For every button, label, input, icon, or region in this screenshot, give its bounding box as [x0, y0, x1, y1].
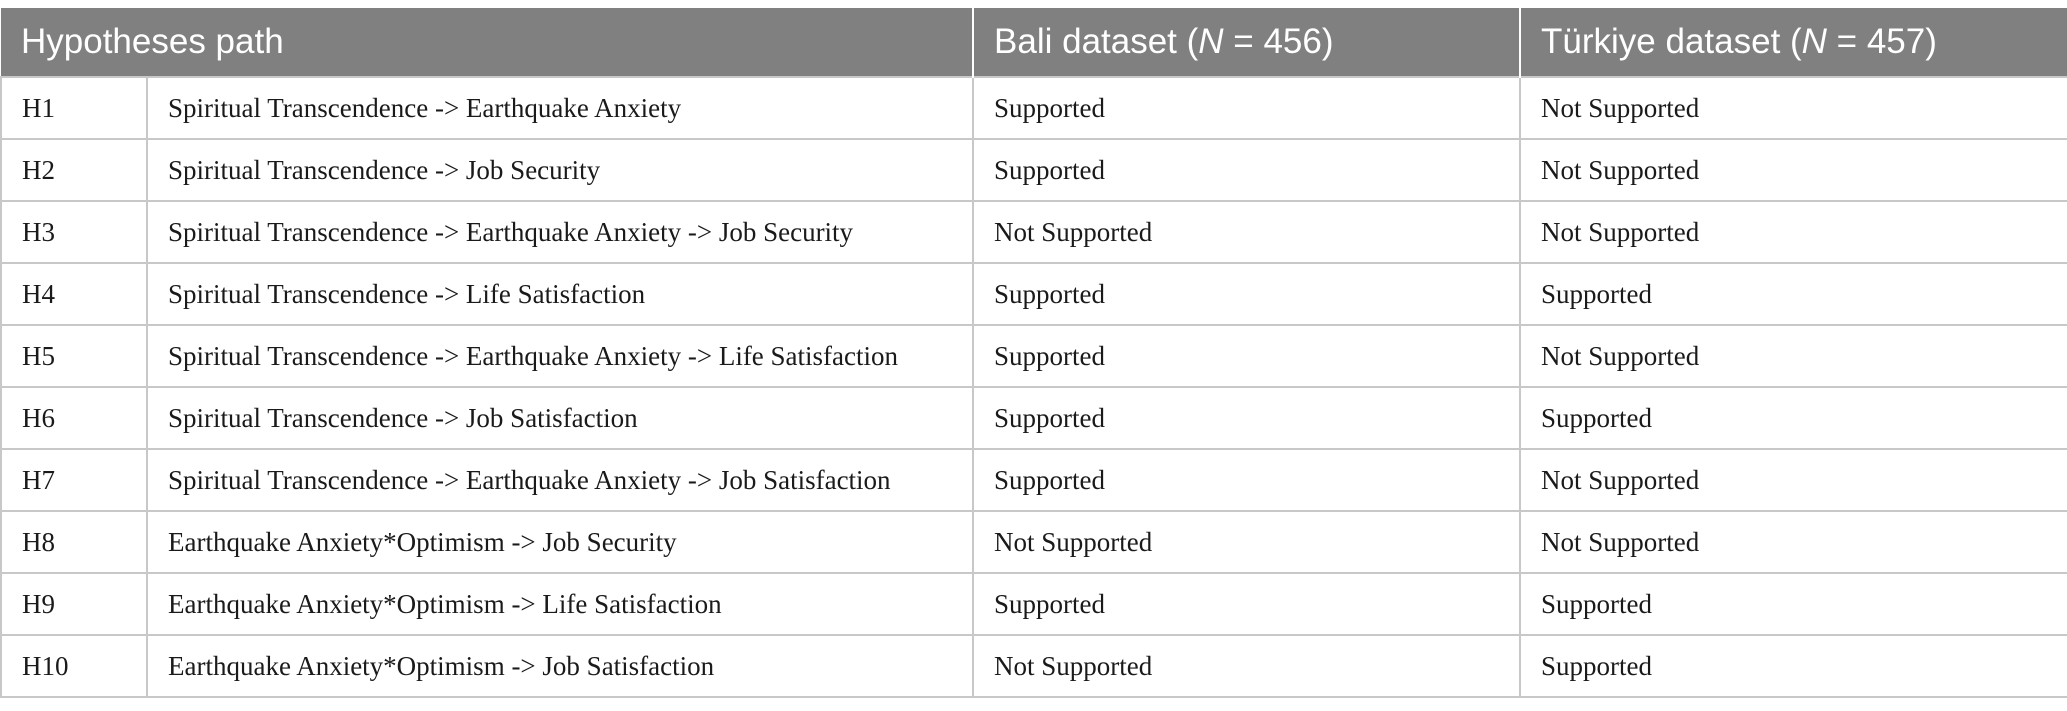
turkiye-result-cell: Supported — [1519, 572, 2067, 636]
hypothesis-path-cell: Earthquake Anxiety*Optimism -> Job Satis… — [145, 634, 975, 698]
table-row: H5 Spiritual Transcendence -> Earthquake … — [0, 324, 2067, 388]
header-bali-dataset: Bali dataset (N = 456) — [973, 8, 1522, 77]
bali-result-cell: Supported — [972, 386, 1522, 450]
table-row: H10 Earthquake Anxiety*Optimism -> Job Sa… — [0, 634, 2067, 698]
table-row: H3 Spiritual Transcendence -> Earthquake … — [0, 200, 2067, 264]
header-hypotheses-path: Hypotheses path — [1, 8, 975, 77]
hypothesis-id-cell: H8 — [0, 510, 148, 574]
table-row: H6 Spiritual Transcendence -> Job Satisfa… — [0, 386, 2067, 450]
turkiye-result-cell: Not Supported — [1519, 448, 2067, 512]
bali-result-cell: Not Supported — [972, 200, 1522, 264]
turkiye-result-cell: Supported — [1519, 262, 2067, 326]
bali-result-cell: Supported — [972, 76, 1522, 140]
table-header: Hypotheses path Bali dataset (N = 456) T… — [1, 8, 2067, 77]
turkiye-result-cell: Not Supported — [1519, 324, 2067, 388]
hypothesis-path-cell: Spiritual Transcendence -> Job Satisfact… — [145, 386, 975, 450]
table-row: H7 Spiritual Transcendence -> Earthquake … — [0, 448, 2067, 512]
bali-result-cell: Supported — [972, 138, 1522, 202]
hypothesis-path-cell: Earthquake Anxiety*Optimism -> Life Sati… — [145, 572, 975, 636]
table-body: H1 Spiritual Transcendence -> Earthquake … — [0, 76, 2067, 698]
bali-result-cell: Supported — [972, 324, 1522, 388]
bali-result-cell: Supported — [972, 572, 1522, 636]
header-turkiye-prefix: Türkiye dataset ( — [1541, 22, 1802, 61]
hypothesis-id-cell: H5 — [0, 324, 148, 388]
table-row: H4 Spiritual Transcendence -> Life Satisf… — [0, 262, 2067, 326]
hypothesis-id-cell: H4 — [0, 262, 148, 326]
bali-result-cell: Not Supported — [972, 510, 1522, 574]
hypothesis-id-cell: H7 — [0, 448, 148, 512]
header-bali-prefix: Bali dataset ( — [994, 22, 1199, 61]
table-row: H9 Earthquake Anxiety*Optimism -> Life Sa… — [0, 572, 2067, 636]
hypothesis-path-cell: Spiritual Transcendence -> Life Satisfac… — [145, 262, 975, 326]
hypothesis-id-cell: H9 — [0, 572, 148, 636]
turkiye-result-cell: Not Supported — [1519, 138, 2067, 202]
turkiye-result-cell: Supported — [1519, 634, 2067, 698]
hypothesis-path-cell: Earthquake Anxiety*Optimism -> Job Secur… — [145, 510, 975, 574]
hypothesis-id-cell: H6 — [0, 386, 148, 450]
header-bali-suffix: = 456) — [1223, 22, 1334, 61]
hypotheses-table-container: Hypotheses path Bali dataset (N = 456) T… — [0, 8, 2067, 698]
header-turkiye-suffix: = 457) — [1826, 22, 1937, 61]
header-turkiye-n: N — [1801, 22, 1827, 61]
header-row: Hypotheses path Bali dataset (N = 456) T… — [1, 8, 2067, 77]
bali-result-cell: Not Supported — [972, 634, 1522, 698]
bali-result-cell: Supported — [972, 448, 1522, 512]
hypothesis-path-cell: Spiritual Transcendence -> Job Security — [145, 138, 975, 202]
header-turkiye-dataset: Türkiye dataset (N = 457) — [1520, 8, 2067, 77]
table-row: H8 Earthquake Anxiety*Optimism -> Job Sec… — [0, 510, 2067, 574]
turkiye-result-cell: Supported — [1519, 386, 2067, 450]
hypothesis-id-cell: H2 — [0, 138, 148, 202]
turkiye-result-cell: Not Supported — [1519, 200, 2067, 264]
hypothesis-path-cell: Spiritual Transcendence -> Earthquake An… — [145, 76, 975, 140]
hypotheses-table: Hypotheses path Bali dataset (N = 456) T… — [0, 8, 2067, 698]
hypothesis-path-cell: Spiritual Transcendence -> Earthquake An… — [145, 200, 975, 264]
hypothesis-path-cell: Spiritual Transcendence -> Earthquake An… — [145, 324, 975, 388]
hypothesis-path-cell: Spiritual Transcendence -> Earthquake An… — [145, 448, 975, 512]
hypothesis-id-cell: H10 — [0, 634, 148, 698]
hypothesis-id-cell: H3 — [0, 200, 148, 264]
header-bali-n: N — [1198, 22, 1224, 61]
turkiye-result-cell: Not Supported — [1519, 510, 2067, 574]
hypothesis-id-cell: H1 — [0, 76, 148, 140]
turkiye-result-cell: Not Supported — [1519, 76, 2067, 140]
table-row: H1 Spiritual Transcendence -> Earthquake … — [0, 76, 2067, 140]
bali-result-cell: Supported — [972, 262, 1522, 326]
table-row: H2 Spiritual Transcendence -> Job Securit… — [0, 138, 2067, 202]
